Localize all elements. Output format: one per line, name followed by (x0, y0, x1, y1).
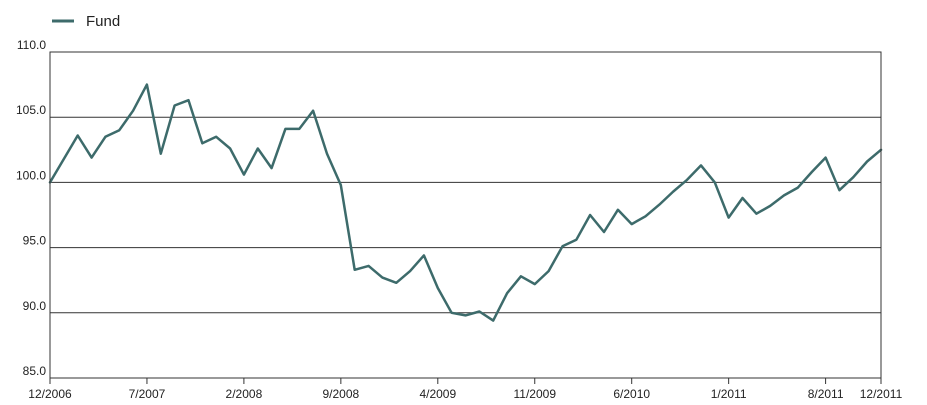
plot-frame (49, 51, 882, 379)
y-tick-label: 100.0 (16, 168, 46, 182)
x-tick-label: 7/2007 (129, 387, 166, 401)
x-axis-ticks: 12/2006 7/2007 2/2008 9/2008 4/2009 11/2009 6/… (28, 378, 903, 401)
series-line-fund (48, 83, 883, 322)
x-tick-label: 1/2011 (711, 387, 747, 401)
y-tick-label: 90.0 (23, 299, 47, 313)
x-tick-label: 12/2006 (28, 387, 72, 401)
y-axis-ticks: 85.0 90.0 95.0 100.0 105.0 110.0 (16, 38, 46, 378)
y-tick-label: 95.0 (23, 234, 47, 248)
gridlines (50, 116, 881, 314)
x-tick-label: 4/2009 (419, 387, 456, 401)
x-tick-label: 6/2010 (613, 387, 650, 401)
y-tick-label: 105.0 (16, 103, 46, 117)
y-tick-label: 110.0 (17, 38, 46, 52)
x-tick-label: 2/2008 (226, 387, 263, 401)
series-group (48, 83, 883, 322)
x-tick-label: 8/2011 (808, 387, 844, 401)
legend: Fund (52, 13, 120, 30)
x-tick-label: 11/2009 (514, 387, 557, 401)
y-tick-label: 85.0 (23, 364, 47, 378)
x-tick-label: 9/2008 (322, 387, 359, 401)
legend-label-fund: Fund (86, 13, 120, 30)
x-tick-label: 12/2011 (860, 387, 903, 401)
